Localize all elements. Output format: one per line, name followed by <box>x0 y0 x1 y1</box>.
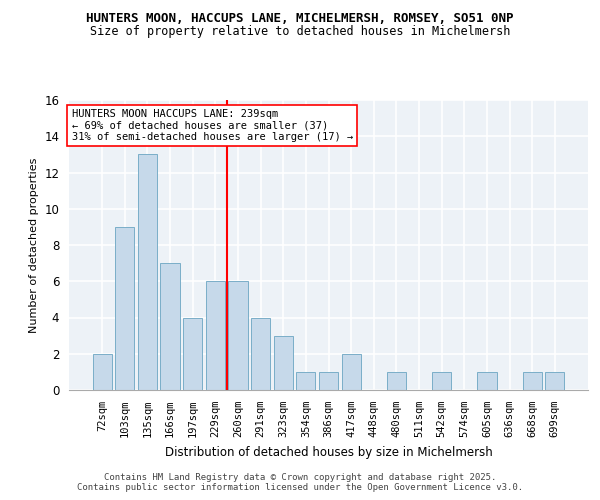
Bar <box>183 318 202 390</box>
Bar <box>251 318 270 390</box>
Text: Size of property relative to detached houses in Michelmersh: Size of property relative to detached ho… <box>90 25 510 38</box>
Text: HUNTERS MOON HACCUPS LANE: 239sqm
← 69% of detached houses are smaller (37)
31% : HUNTERS MOON HACCUPS LANE: 239sqm ← 69% … <box>71 108 353 142</box>
Bar <box>92 354 112 390</box>
Bar <box>206 281 225 390</box>
Bar <box>341 354 361 390</box>
X-axis label: Distribution of detached houses by size in Michelmersh: Distribution of detached houses by size … <box>164 446 493 458</box>
Bar <box>477 372 497 390</box>
Text: Contains HM Land Registry data © Crown copyright and database right 2025.
Contai: Contains HM Land Registry data © Crown c… <box>77 473 523 492</box>
Text: HUNTERS MOON, HACCUPS LANE, MICHELMERSH, ROMSEY, SO51 0NP: HUNTERS MOON, HACCUPS LANE, MICHELMERSH,… <box>86 12 514 26</box>
Bar <box>545 372 565 390</box>
Bar <box>523 372 542 390</box>
Bar <box>432 372 451 390</box>
Bar <box>229 281 248 390</box>
Bar <box>319 372 338 390</box>
Bar <box>274 336 293 390</box>
Bar <box>115 227 134 390</box>
Bar <box>296 372 316 390</box>
Bar <box>138 154 157 390</box>
Bar <box>160 263 180 390</box>
Y-axis label: Number of detached properties: Number of detached properties <box>29 158 39 332</box>
Bar <box>387 372 406 390</box>
